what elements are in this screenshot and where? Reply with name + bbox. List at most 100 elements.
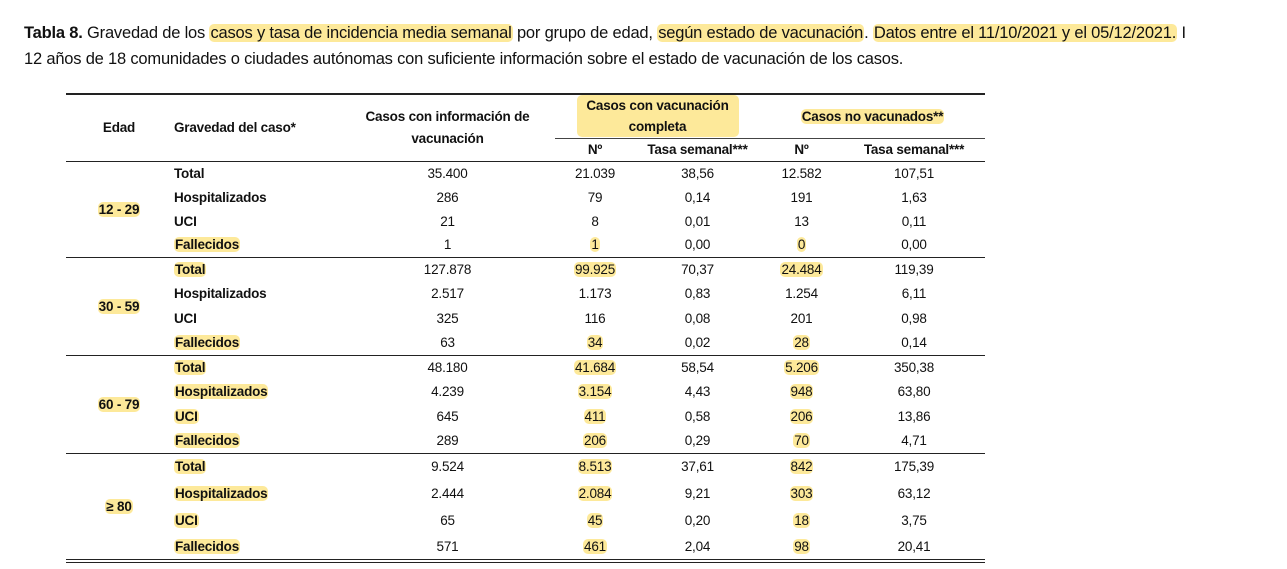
vac-tasa-value: 0,20 xyxy=(635,507,760,534)
nv-tasa-value: 0,98 xyxy=(843,306,985,331)
table-caption-line-2: 12 años de 18 comunidades o ciudades aut… xyxy=(24,50,904,68)
vac-n-value-text: 8 xyxy=(591,213,599,229)
vac-tasa-value: 70,37 xyxy=(635,257,760,282)
nv-tasa-value-text: 4,71 xyxy=(901,433,927,448)
vac-tasa-value: 0,00 xyxy=(635,233,760,258)
vac-tasa-value: 0,02 xyxy=(635,330,760,356)
vac-n-value-text: 34 xyxy=(586,335,604,350)
vac-n-value: 2.084 xyxy=(555,480,635,507)
nv-tasa-value-text: 3,75 xyxy=(901,513,927,528)
vac-n-value-text: 1 xyxy=(590,237,600,253)
casos-info-value: 2.444 xyxy=(340,480,555,507)
severity-label: Hospitalizados xyxy=(172,480,340,507)
casos-info-value: 21 xyxy=(340,209,555,233)
casos-info-value-text: 35.400 xyxy=(427,165,468,181)
vac-tasa-value-text: 70,37 xyxy=(681,262,714,277)
nv-tasa-value-text: 63,80 xyxy=(897,384,931,400)
severity-label: Total xyxy=(172,257,340,282)
vac-tasa-value: 58,54 xyxy=(635,355,760,380)
vac-tasa-value-text: 0,02 xyxy=(684,335,711,350)
severity-label-text: Total xyxy=(174,459,207,475)
vaccination-severity-table: Edad Gravedad del caso* Casos con inform… xyxy=(66,93,985,563)
nv-tasa-value: 0,11 xyxy=(843,209,985,233)
vac-n-value: 206 xyxy=(555,428,635,454)
casos-info-value: 65 xyxy=(340,507,555,534)
vac-tasa-value-text: 0,14 xyxy=(684,189,711,205)
severity-label-text: UCI xyxy=(174,408,199,424)
nv-tasa-value-text: 0,98 xyxy=(901,310,927,326)
vac-tasa-value: 9,21 xyxy=(635,480,760,507)
casos-info-value: 289 xyxy=(340,428,555,454)
vac-n-value-text: 79 xyxy=(587,189,603,205)
vac-n-value-text: 411 xyxy=(583,408,607,424)
casos-info-value: 325 xyxy=(340,306,555,331)
casos-info-value: 571 xyxy=(340,534,555,563)
casos-info-value-text: 9.524 xyxy=(431,459,464,475)
vac-tasa-value-text: 4,43 xyxy=(684,384,711,400)
nv-n-value-text: 18 xyxy=(793,513,810,528)
casos-info-value-text: 325 xyxy=(436,310,459,326)
vac-n-value-text: 1.173 xyxy=(578,286,612,302)
nv-n-value: 303 xyxy=(760,480,843,507)
caption-segment: Tabla 8. xyxy=(24,24,83,42)
vac-n-value: 45 xyxy=(555,507,635,534)
severity-label-text: Fallecidos xyxy=(174,433,241,448)
severity-label: UCI xyxy=(172,306,340,331)
vac-tasa-value: 37,61 xyxy=(635,453,760,480)
nv-tasa-value: 13,86 xyxy=(843,404,985,429)
vac-tasa-value-text: 2,04 xyxy=(684,539,711,554)
vac-tasa-value-text: 9,21 xyxy=(684,486,711,501)
table-row: UCI 65 45 0,20 18 3,75 xyxy=(66,507,985,534)
casos-info-value: 48.180 xyxy=(340,355,555,380)
age-group-text: 30 - 59 xyxy=(97,298,141,314)
nv-tasa-value: 0,00 xyxy=(843,233,985,258)
nv-n-value: 18 xyxy=(760,507,843,534)
nv-n-value: 24.484 xyxy=(760,257,843,282)
severity-label: Total xyxy=(172,355,340,380)
table-row: Fallecidos 63 34 0,02 28 0,14 xyxy=(66,330,985,356)
severity-label: Hospitalizados xyxy=(172,282,340,307)
table-row: ≥ 80 Total 9.524 8.513 37,61 842 175,39 xyxy=(66,453,985,563)
caption-segment: por grupo de edad, xyxy=(512,24,658,42)
vac-n-value-text: 206 xyxy=(583,433,607,448)
header-vacunacion-completa: Casos con vacunación completa xyxy=(555,93,760,138)
casos-info-value-text: 571 xyxy=(436,539,459,554)
vac-n-value: 8.513 xyxy=(555,453,635,480)
vac-tasa-value: 0,14 xyxy=(635,185,760,209)
casos-info-value-text: 289 xyxy=(436,433,459,448)
table-row: 30 - 59 Total 127.878 99.925 70,37 24.484 119,… xyxy=(66,257,985,356)
nv-tasa-value: 63,80 xyxy=(843,380,985,405)
nv-tasa-value-text: 20,41 xyxy=(897,539,931,554)
vac-tasa-value-text: 0,29 xyxy=(684,433,711,448)
caption-segment: casos y tasa de incidencia media semanal xyxy=(209,24,513,42)
casos-info-value-text: 286 xyxy=(436,189,459,205)
casos-info-value: 286 xyxy=(340,185,555,209)
nv-n-value-text: 948 xyxy=(789,384,814,400)
nv-n-value-text: 1.254 xyxy=(785,286,818,302)
header-casos-info: Casos con información de vacunación xyxy=(340,93,555,162)
vac-n-value: 116 xyxy=(555,306,635,331)
vac-tasa-value-text: 0,08 xyxy=(684,310,711,326)
severity-label-text: Total xyxy=(174,165,205,181)
vac-n-value: 411 xyxy=(555,404,635,429)
vac-tasa-value-text: 37,61 xyxy=(681,459,714,475)
nv-n-value-text: 842 xyxy=(789,459,814,475)
casos-info-value-text: 2.444 xyxy=(431,486,464,501)
header-vac-tasa: Tasa semanal*** xyxy=(635,137,760,162)
nv-n-value-text: 24.484 xyxy=(780,262,823,277)
table-row: Hospitalizados 4.239 3.154 4,43 948 63,80 xyxy=(66,380,985,405)
table-row: Hospitalizados 2.517 1.173 0,83 1.254 6,11 xyxy=(66,282,985,307)
casos-info-value: 1 xyxy=(340,233,555,258)
casos-info-value: 4.239 xyxy=(340,380,555,405)
nv-n-value-text: 191 xyxy=(790,189,813,205)
nv-tasa-value: 175,39 xyxy=(843,453,985,480)
vac-tasa-value: 0,29 xyxy=(635,428,760,454)
vac-n-value-text: 116 xyxy=(584,310,606,326)
vac-tasa-value-text: 0,20 xyxy=(684,513,711,528)
vac-tasa-value: 2,04 xyxy=(635,534,760,563)
vac-n-value-text: 41.684 xyxy=(573,360,617,375)
nv-tasa-value-text: 1,63 xyxy=(901,189,927,205)
vac-n-value-text: 99.925 xyxy=(573,262,617,277)
table-row: UCI 21 8 0,01 13 0,11 xyxy=(66,209,985,233)
nv-tasa-value: 63,12 xyxy=(843,480,985,507)
